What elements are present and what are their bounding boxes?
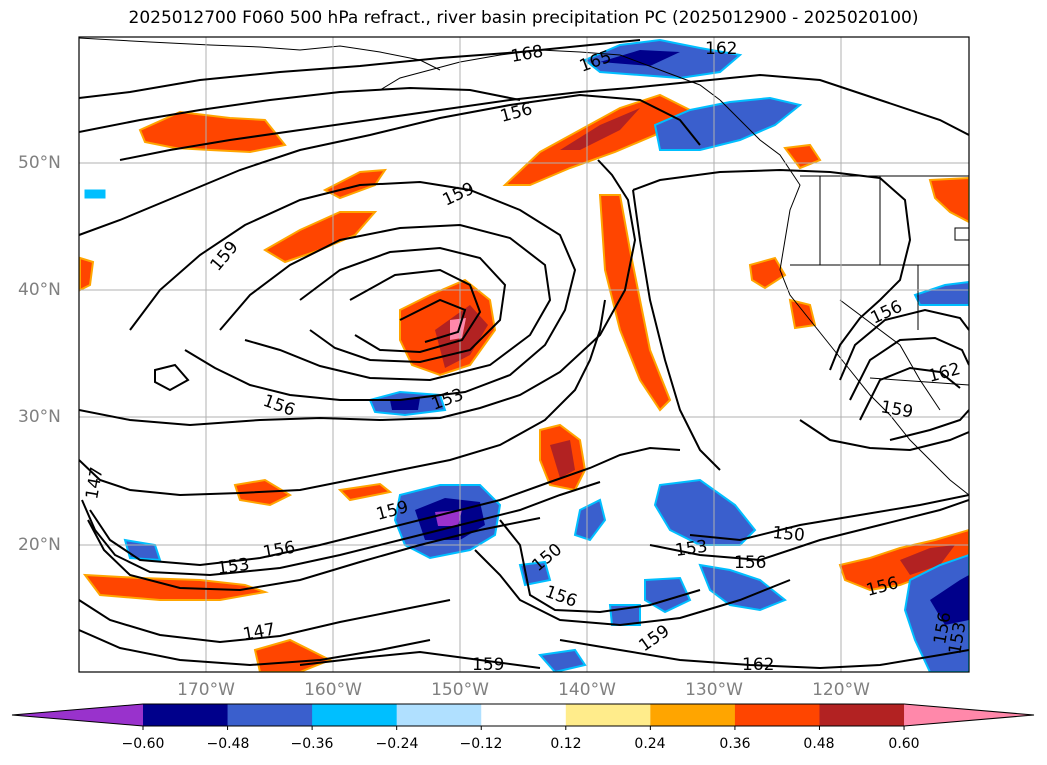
colorbar-tick: 0.48 <box>803 736 835 752</box>
negative-patches <box>84 38 969 672</box>
lat-label-40n: 40°N <box>18 280 61 300</box>
colorbar-tick: −0.48 <box>206 736 250 752</box>
colorbar-tick: −0.60 <box>121 736 165 752</box>
colorbar-tick: 0.36 <box>719 736 751 752</box>
map-frame <box>78 36 970 673</box>
colorbar-segment <box>312 704 398 726</box>
colorbar-tick: −0.36 <box>290 736 334 752</box>
colorbar-segment <box>819 704 905 726</box>
colorbar-tick: 0.12 <box>550 736 582 752</box>
lat-label-30n: 30°N <box>18 407 61 427</box>
colorbar-extend-min <box>12 704 143 726</box>
colorbar-tick: −0.12 <box>459 736 503 752</box>
colorbar-segment <box>227 704 313 726</box>
colorbar-tick: −0.24 <box>375 736 419 752</box>
lon-label-160w: 160°W <box>304 680 362 700</box>
contour-label: 162 <box>742 655 774 675</box>
colorbar <box>11 703 1035 730</box>
refractivity-contours <box>79 39 969 670</box>
gridlines <box>79 37 969 672</box>
lon-label-120w: 120°W <box>812 680 870 700</box>
colorbar-segment <box>143 704 229 726</box>
contour-label: 153 <box>216 555 251 579</box>
plot-title: 2025012700 F060 500 hPa refract., river … <box>128 8 919 28</box>
colorbar-extend-max <box>904 704 1034 726</box>
contour-label: 150 <box>772 523 806 546</box>
lat-label-20n: 20°N <box>18 535 61 555</box>
coastlines <box>79 37 969 496</box>
lat-label-50n: 50°N <box>18 153 61 173</box>
lon-label-140w: 140°W <box>558 680 616 700</box>
lon-label-130w: 130°W <box>685 680 743 700</box>
colorbar-segment <box>396 704 482 726</box>
map-area: 168 165 162 156 159 159 156 153 159 156 … <box>79 37 970 675</box>
contour-label: 153 <box>945 620 970 655</box>
colorbar-segment <box>481 704 567 726</box>
contour-label: 156 <box>734 553 766 573</box>
lon-label-150w: 150°W <box>431 680 489 700</box>
lon-label-170w: 170°W <box>177 680 235 700</box>
contour-label: 153 <box>674 537 709 561</box>
contour-label: 162 <box>705 39 737 59</box>
colorbar-tick: 0.24 <box>634 736 666 752</box>
colorbar-tick: 0.60 <box>888 736 920 752</box>
contour-label: 159 <box>472 655 504 675</box>
colorbar-segment <box>734 704 820 726</box>
colorbar-segment <box>650 704 736 726</box>
colorbar-segment <box>565 704 651 726</box>
